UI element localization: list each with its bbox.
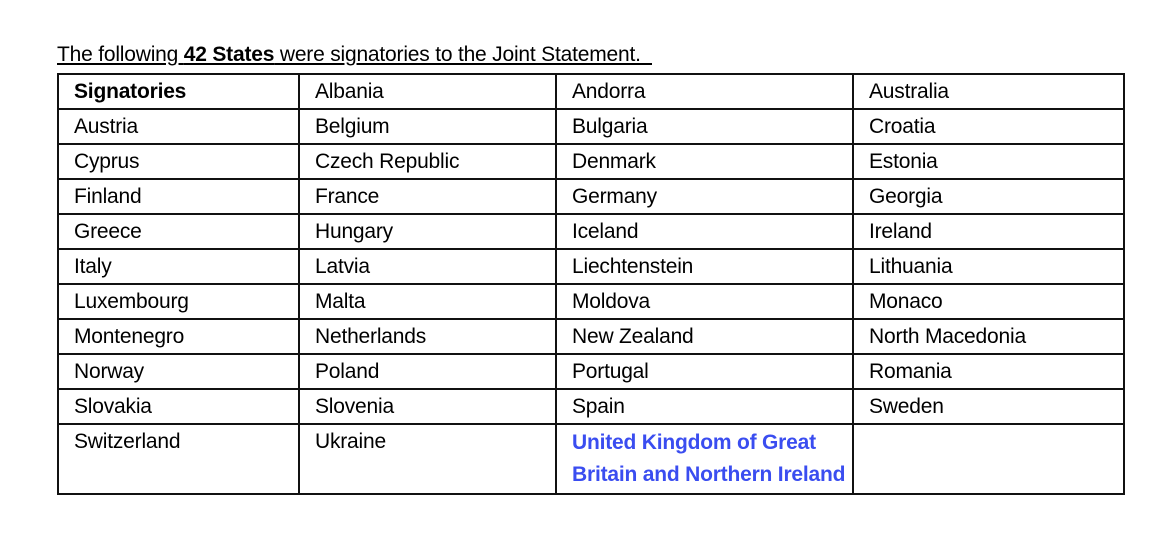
country-cell: North Macedonia xyxy=(852,318,1125,355)
table-row: Switzerland Ukraine United Kingdom of Grea… xyxy=(57,423,1125,495)
country-cell: Luxembourg xyxy=(57,283,300,320)
country-cell: Ireland xyxy=(852,213,1125,250)
country-cell: Netherlands xyxy=(298,318,557,355)
country-cell: Liechtenstein xyxy=(555,248,854,285)
country-cell: Monaco xyxy=(852,283,1125,320)
country-cell: Poland xyxy=(298,353,557,390)
country-cell: Denmark xyxy=(555,143,854,180)
country-cell: Malta xyxy=(298,283,557,320)
country-cell: New Zealand xyxy=(555,318,854,355)
table-row: Norway Poland Portugal Romania xyxy=(57,353,1125,390)
country-cell: Moldova xyxy=(555,283,854,320)
country-cell: Australia xyxy=(852,73,1125,110)
country-cell: Sweden xyxy=(852,388,1125,425)
signatories-table: Signatories Albania Andorra Australia Austri… xyxy=(57,73,1125,495)
country-cell: Ukraine xyxy=(298,423,557,495)
table-row: Montenegro Netherlands New Zealand North Ma… xyxy=(57,318,1125,355)
table-row: Greece Hungary Iceland Ireland xyxy=(57,213,1125,250)
intro-suffix: were signatories to the Joint Statement. xyxy=(274,43,652,66)
country-cell: Slovenia xyxy=(298,388,557,425)
country-cell: Hungary xyxy=(298,213,557,250)
country-cell: Estonia xyxy=(852,143,1125,180)
table-row: Finland France Germany Georgia xyxy=(57,178,1125,215)
country-cell: Finland xyxy=(57,178,300,215)
country-cell: Croatia xyxy=(852,108,1125,145)
table-row: Luxembourg Malta Moldova Monaco xyxy=(57,283,1125,320)
country-cell xyxy=(852,423,1125,495)
country-cell: Germany xyxy=(555,178,854,215)
table-row: Cyprus Czech Republic Denmark Estonia xyxy=(57,143,1125,180)
country-cell: Czech Republic xyxy=(298,143,557,180)
country-cell: Georgia xyxy=(852,178,1125,215)
country-cell: Romania xyxy=(852,353,1125,390)
country-cell: Latvia xyxy=(298,248,557,285)
country-cell: Belgium xyxy=(298,108,557,145)
country-cell: Spain xyxy=(555,388,854,425)
table-row: Slovakia Slovenia Spain Sweden xyxy=(57,388,1125,425)
country-cell: France xyxy=(298,178,557,215)
country-cell: Slovakia xyxy=(57,388,300,425)
country-cell: Lithuania xyxy=(852,248,1125,285)
country-cell: Greece xyxy=(57,213,300,250)
country-cell: United Kingdom of Great Britain and Nort… xyxy=(555,423,854,495)
country-cell: Italy xyxy=(57,248,300,285)
table-row: Italy Latvia Liechtenstein Lithuania xyxy=(57,248,1125,285)
country-cell: Austria xyxy=(57,108,300,145)
table-row: Signatories Albania Andorra Australia xyxy=(57,73,1125,110)
country-cell: Portugal xyxy=(555,353,854,390)
country-cell: Albania xyxy=(298,73,557,110)
intro-prefix: The following xyxy=(57,43,184,66)
table-row: Austria Belgium Bulgaria Croatia xyxy=(57,108,1125,145)
country-cell: Montenegro xyxy=(57,318,300,355)
intro-sentence: The following 42 States were signatories… xyxy=(57,43,652,67)
country-cell: Iceland xyxy=(555,213,854,250)
country-cell: Norway xyxy=(57,353,300,390)
country-cell: Andorra xyxy=(555,73,854,110)
table-header-cell: Signatories xyxy=(57,73,300,110)
country-cell: Cyprus xyxy=(57,143,300,180)
intro-state-count: 42 States xyxy=(183,43,275,66)
country-cell: Bulgaria xyxy=(555,108,854,145)
country-cell: Switzerland xyxy=(57,423,300,495)
